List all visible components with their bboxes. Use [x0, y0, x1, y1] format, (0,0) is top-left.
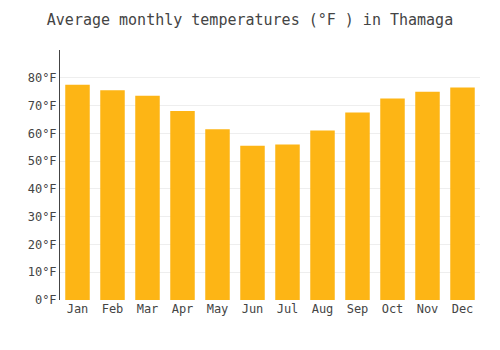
- svg-text:Aug: Aug: [312, 302, 334, 316]
- svg-text:Jan: Jan: [67, 302, 89, 316]
- svg-text:Nov: Nov: [417, 302, 439, 316]
- svg-text:Oct: Oct: [382, 302, 404, 316]
- svg-text:20°F: 20°F: [28, 238, 57, 252]
- svg-text:Mar: Mar: [137, 302, 159, 316]
- svg-text:50°F: 50°F: [28, 154, 57, 168]
- svg-text:80°F: 80°F: [28, 71, 57, 85]
- svg-text:May: May: [207, 302, 229, 316]
- svg-text:0°F: 0°F: [35, 293, 57, 307]
- svg-text:Dec: Dec: [452, 302, 474, 316]
- svg-text:Jul: Jul: [277, 302, 299, 316]
- svg-text:Jun: Jun: [242, 302, 264, 316]
- svg-text:60°F: 60°F: [28, 127, 57, 141]
- svg-text:70°F: 70°F: [28, 99, 57, 113]
- svg-text:Feb: Feb: [102, 302, 124, 316]
- svg-text:Sep: Sep: [347, 302, 369, 316]
- svg-text:30°F: 30°F: [28, 210, 57, 224]
- svg-text:Apr: Apr: [172, 302, 194, 316]
- svg-text:Average monthly temperatures (: Average monthly temperatures (°F ) in Th…: [47, 11, 453, 29]
- svg-text:10°F: 10°F: [28, 265, 57, 279]
- svg-text:40°F: 40°F: [28, 182, 57, 196]
